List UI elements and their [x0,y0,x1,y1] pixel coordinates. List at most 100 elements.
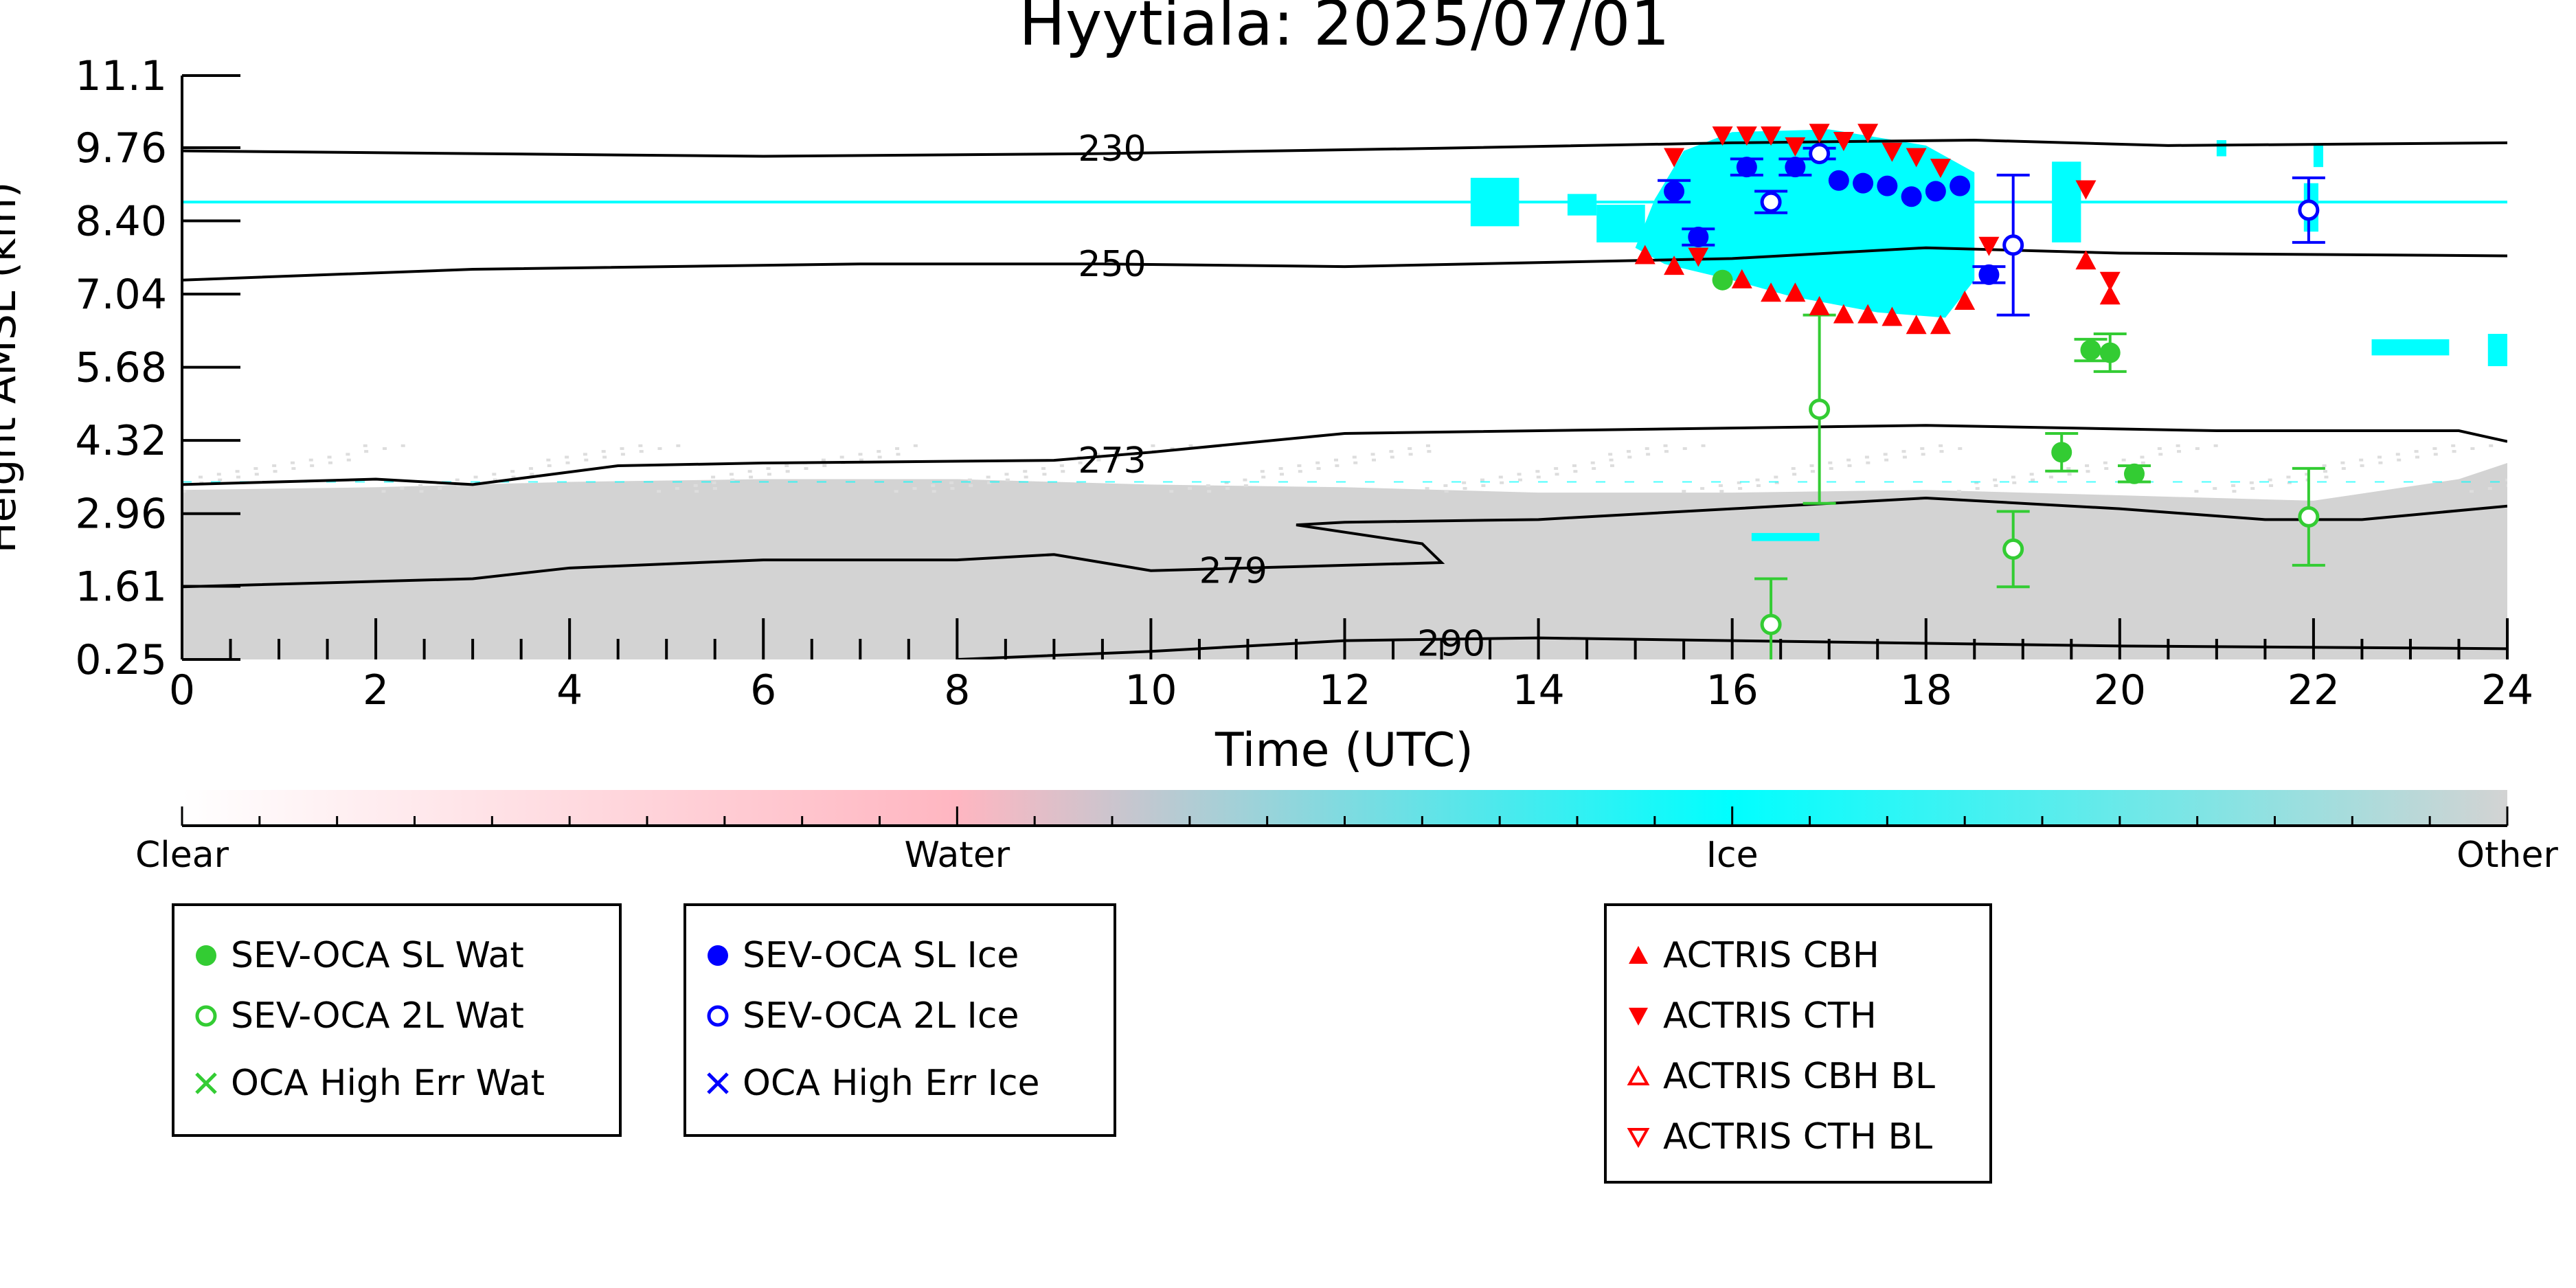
other-speckle [1828,461,1833,464]
other-speckle [1005,478,1010,482]
other-speckle [584,458,589,462]
other-speckle [254,473,259,476]
other-speckle [804,467,809,471]
other-speckle [2305,473,2309,476]
legend-item: ACTRIS CTH [1625,995,1877,1037]
other-speckle [1572,464,1577,467]
other-speckle [657,447,662,451]
data-point [1906,148,1927,168]
other-speckle [949,481,954,484]
other-speckle [418,484,423,487]
other-speckle [1115,455,1120,459]
other-speckle [2011,475,2015,479]
other-speckle [1700,487,1705,490]
data-point [1833,304,1854,324]
open-triangle-down-icon [1627,1128,1650,1149]
contour-label: 230 [1078,128,1146,170]
other-speckle [1756,484,1761,487]
x-tick-label: 2 [363,666,389,714]
other-speckle [2176,444,2180,447]
other-speckle [236,475,240,479]
other-speckle [1061,470,1065,473]
other-speckle [2506,484,2507,487]
other-speckle [1390,455,1394,459]
other-speckle [235,470,240,473]
other-speckle [1333,458,1338,462]
legend-item: SEV-OCA 2L Ice [704,995,1019,1037]
other-speckle [272,464,277,467]
plot-area: 230 250 273 279 290 [182,124,2507,659]
axes: 0 2 4 6 8 10 12 14 16 18 20 22 240.251.612.964.325.6… [75,52,2533,714]
other-speckle [1664,450,1669,453]
open-circle-icon [707,1005,729,1027]
other-speckle [2067,473,2072,476]
other-speckle [1480,478,1484,482]
other-speckle [602,455,607,459]
other-speckle [1958,447,1963,451]
data-point [2051,442,2072,463]
other-speckle [1481,484,1486,487]
other-speckle [620,447,624,451]
other-speckle [473,475,478,479]
other-speckle [1883,453,1888,456]
other-speckle [639,450,644,453]
data-point [1664,256,1685,275]
other-speckle [2031,478,2035,482]
other-speckle [2086,470,2090,473]
other-speckle [1884,458,1889,462]
other-speckle [1847,464,1852,467]
other-speckle [2048,475,2053,479]
other-speckle [987,481,992,484]
y-tick-label: 7.04 [75,271,167,319]
other-speckle [1462,487,1467,490]
other-speckle [657,490,662,493]
contour-label: 279 [1199,551,1267,592]
other-speckle [1425,444,1430,447]
other-speckle [1609,464,1614,467]
other-speckle [2395,453,2400,456]
other-speckle [2451,444,2456,447]
other-speckle [346,453,350,456]
colorbar-label: Clear [135,835,229,876]
other-speckle [1701,444,1706,447]
other-speckle [729,473,734,476]
other-speckle [2324,475,2329,479]
filled-circle-icon [708,945,728,966]
data-point [1809,143,1831,165]
other-speckle [1626,450,1631,453]
other-speckle [253,467,258,471]
other-speckle [711,475,716,479]
other-speckle [1260,470,1265,473]
other-speckle [2377,455,2382,459]
other-speckle [346,458,351,462]
data-point [1761,282,1782,302]
data-point [1736,157,1757,178]
other-speckle [1042,473,1047,476]
other-speckle [1590,461,1595,464]
other-speckle [676,444,681,447]
other-speckle [2340,461,2345,464]
other-speckle [967,478,972,482]
other-speckle [877,450,881,453]
x-tick-label: 6 [750,666,776,714]
other-speckle [2415,455,2420,459]
other-speckle [1498,475,1503,479]
other-speckle [2158,453,2163,456]
other-speckle [1866,461,1871,464]
other-speckle [1901,450,1906,453]
other-speckle [291,467,296,471]
other-speckle [2359,458,2364,462]
other-speckle [1408,453,1413,456]
legend-item: OCA High Err Wat [192,1063,545,1104]
other-speckle [456,484,461,487]
other-speckle [1371,458,1376,462]
y-tick-label: 1.61 [75,563,167,611]
y-tick-label: 11.1 [75,52,167,100]
other-speckle [1939,444,1943,447]
colorbar-label: Other [2456,835,2558,876]
other-speckle [273,470,278,473]
other-speckle [1024,475,1028,479]
legend-ice: SEV-OCA SL Ice SEV-OCA 2L Ice OCA High E… [683,903,1116,1137]
other-speckle [1261,475,1266,479]
